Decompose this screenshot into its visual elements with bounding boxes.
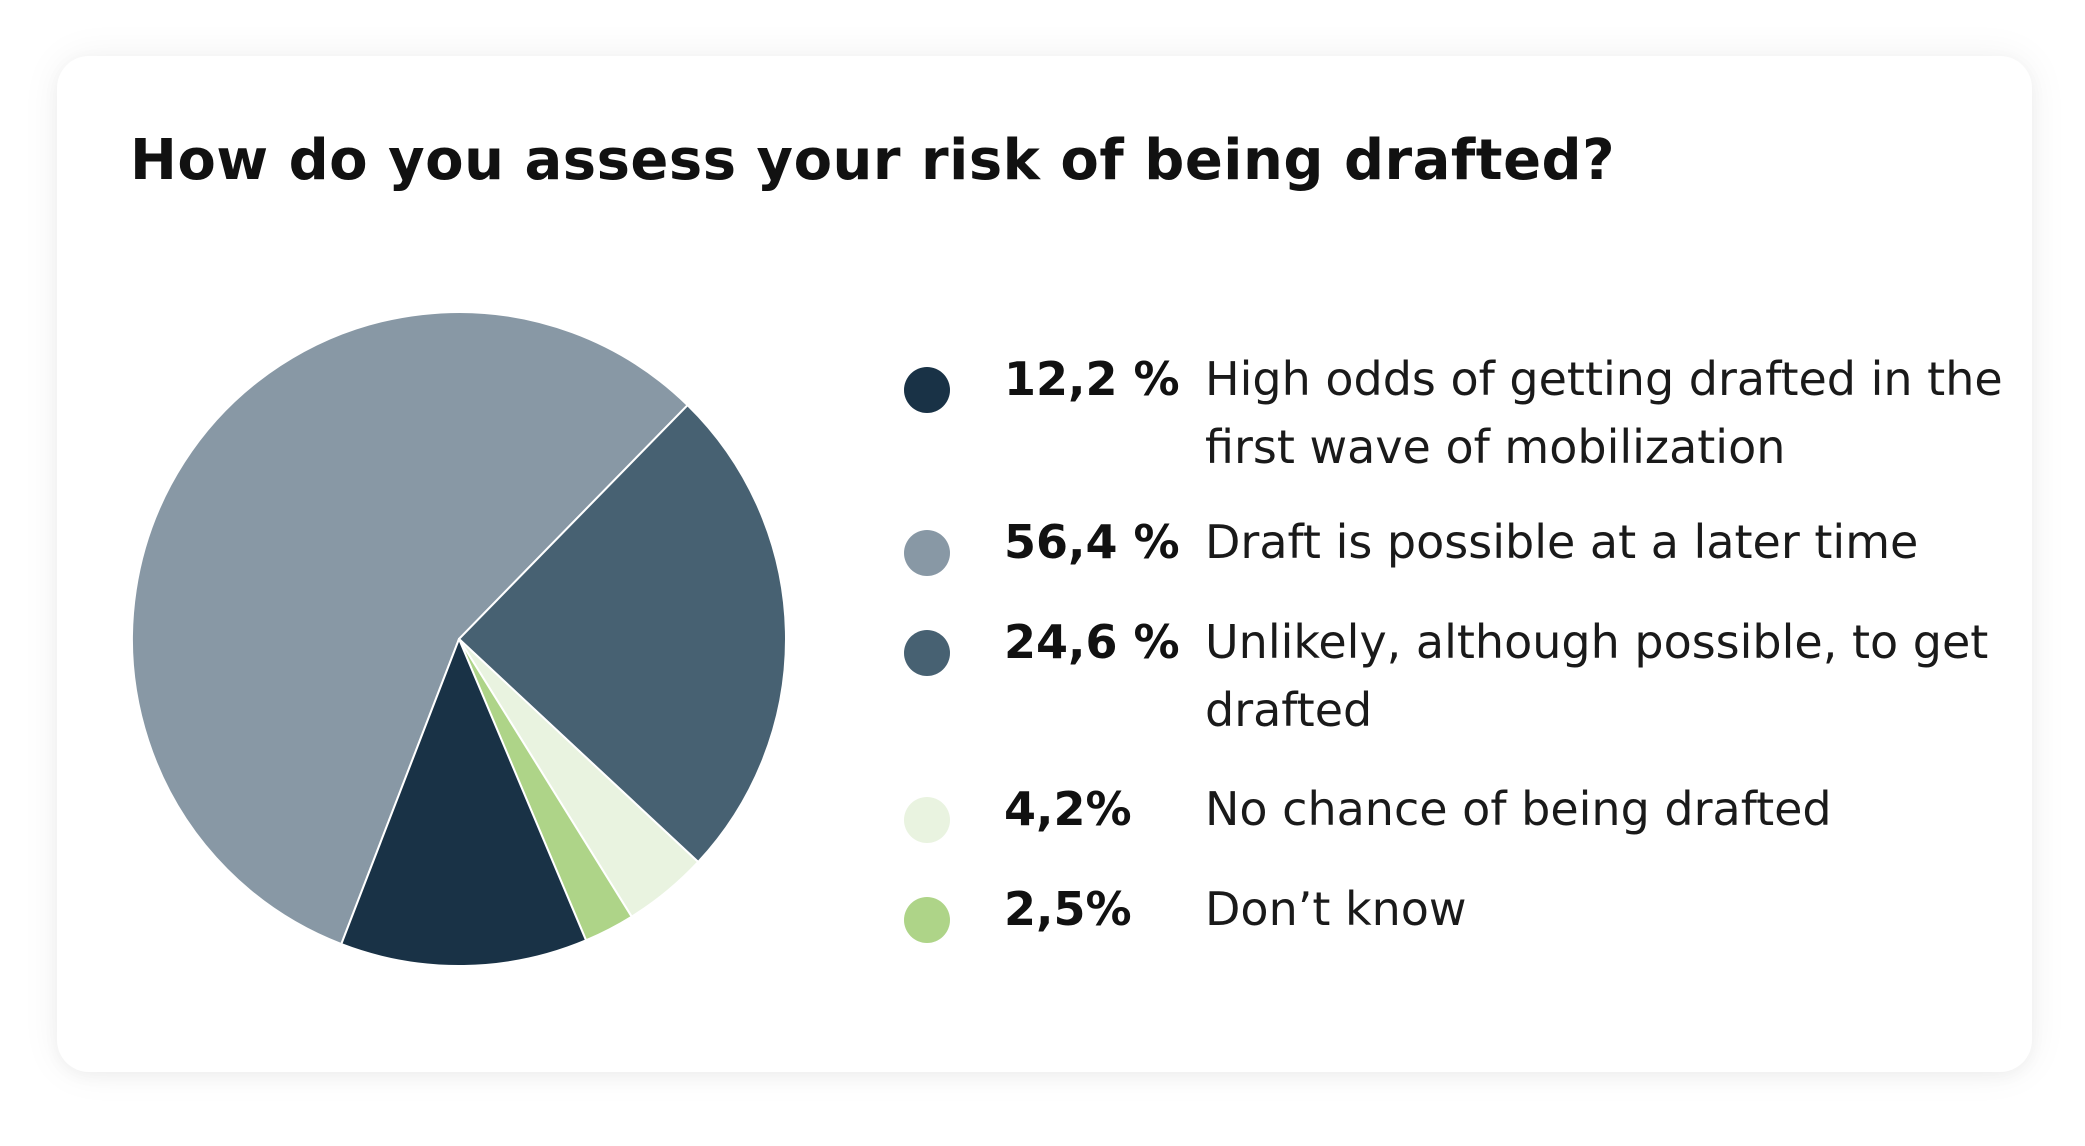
legend-value: 12,2 % (1004, 352, 1180, 406)
pie-slice-unlikely (458, 404, 787, 863)
legend-value: 24,6 % (1004, 615, 1180, 669)
legend-swatch (904, 530, 950, 576)
pie-slice-high-odds (340, 638, 588, 967)
legend-swatch (904, 897, 950, 943)
legend-value: 56,4 % (1004, 515, 1180, 569)
legend-swatch (904, 797, 950, 843)
legend-label: Unlikely, although possible, to get draf… (1205, 615, 1989, 737)
legend-swatch (904, 367, 950, 413)
legend-value: 2,5% (1004, 882, 1132, 936)
legend-label: No chance of being drafted (1205, 782, 1832, 836)
legend-label: Don’t know (1205, 882, 1467, 936)
legend-value: 4,2% (1004, 782, 1132, 836)
pie-slice-later-time (131, 311, 689, 946)
chart-title: How do you assess your risk of being dra… (130, 128, 1616, 193)
legend-label: High odds of getting drafted in the firs… (1205, 352, 2003, 474)
legend-label: Draft is possible at a later time (1205, 515, 1919, 569)
legend-swatch (904, 630, 950, 676)
